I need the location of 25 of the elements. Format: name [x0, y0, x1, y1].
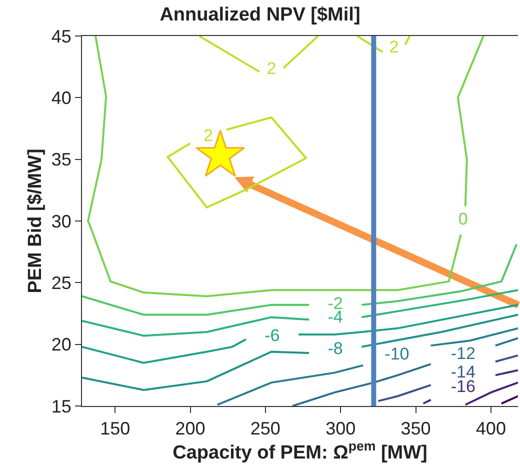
x-tick-label: 300	[326, 418, 356, 439]
y-tick-label: 20	[51, 334, 72, 355]
y-tick-label: 35	[51, 150, 72, 170]
x-tick-label: 200	[175, 418, 206, 439]
series-label: -10	[384, 344, 410, 364]
y-tick-label: 30	[51, 211, 72, 232]
series-label: 2	[389, 38, 399, 57]
y-tick-label: 40	[51, 88, 72, 108]
x-tick-label: 250	[250, 418, 280, 439]
series-label: -6	[264, 326, 280, 346]
series-label: 2	[204, 126, 214, 145]
x-tick-label: 150	[100, 418, 130, 439]
y-tick-label: 25	[51, 272, 72, 293]
y-tick-label: 15	[51, 396, 72, 416]
series-label: 2	[266, 59, 276, 78]
x-tick-label: 350	[400, 418, 431, 439]
x-tick-label: 400	[476, 418, 506, 439]
x-axis-title: Capacity of PEM: Ω$^{pem}$ [MW]	[172, 438, 428, 464]
y-axis-title: PEM Bid [$/MW]	[25, 148, 46, 294]
series-label: -12	[450, 344, 476, 364]
y-tick-label: 45	[51, 26, 72, 46]
series-label: -16	[450, 376, 476, 396]
series-label: -8	[328, 339, 343, 358]
series-label: 0	[458, 210, 468, 229]
chart-title: Annualized NPV [$Mil]	[160, 4, 360, 26]
